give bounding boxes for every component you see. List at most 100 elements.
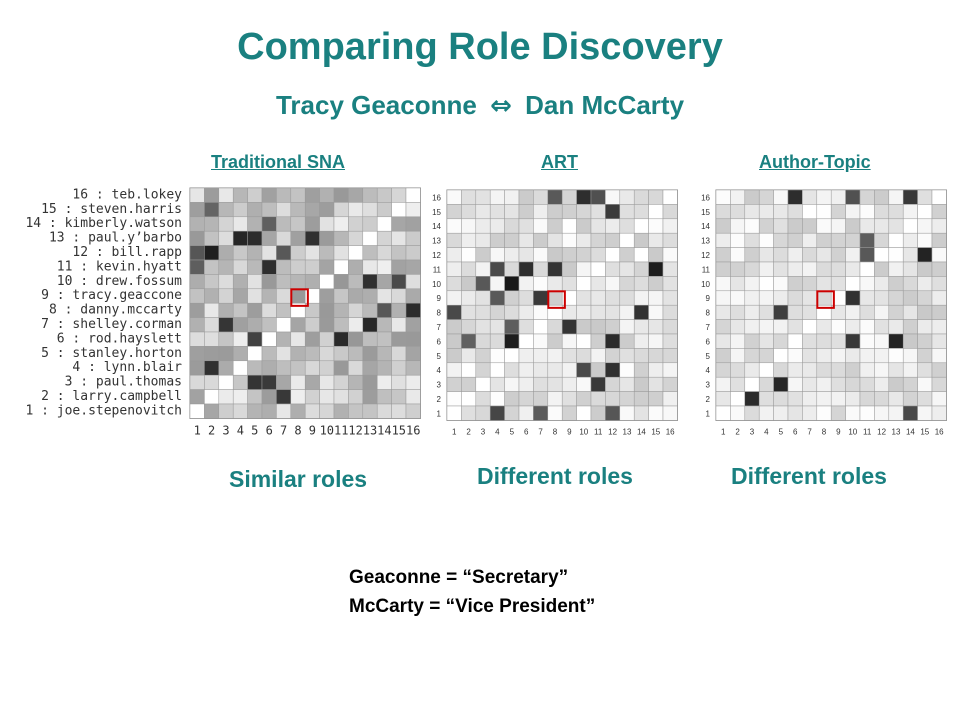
matrix-cell [931, 405, 947, 421]
matrix-cell [859, 204, 875, 220]
matrix-cell [304, 202, 320, 218]
matrix-cell [816, 348, 832, 364]
matrix-cell [931, 333, 947, 349]
matrix-cell [773, 348, 789, 364]
matrix-cell [874, 189, 890, 205]
matrix-cell [619, 391, 635, 407]
matrix-cell [874, 348, 890, 364]
column-label: 16 [406, 423, 420, 437]
column-label: 11 [334, 423, 348, 437]
matrix-cell [304, 360, 320, 376]
matrix-cell [391, 216, 407, 232]
matrix-cell [730, 333, 746, 349]
matrix-cell [333, 230, 349, 246]
column-label: 3 [750, 427, 755, 436]
matrix-cell [218, 202, 234, 218]
row-label: 8 [437, 309, 442, 318]
matrix-cell [830, 232, 846, 248]
matrix-cell [715, 218, 731, 234]
matrix-cell [290, 202, 306, 218]
matrix-cell [874, 304, 890, 320]
matrix-cell [290, 317, 306, 333]
matrix-cell [405, 317, 421, 333]
matrix-cell [902, 333, 918, 349]
matrix-cell [605, 261, 621, 277]
matrix-cell [845, 362, 861, 378]
matrix-cell [758, 290, 774, 306]
matrix-cell [744, 319, 760, 335]
matrix-cell [533, 362, 549, 378]
matrix-cell [662, 319, 678, 335]
matrix-cell [376, 403, 392, 419]
matrix-cell [874, 362, 890, 378]
matrix-cell [902, 319, 918, 335]
matrix-cell [561, 376, 577, 392]
matrix-cell [247, 317, 263, 333]
matrix-cell [461, 276, 477, 292]
heading-author-topic[interactable]: Author-Topic [759, 152, 871, 172]
column-label: 5 [251, 423, 258, 437]
matrix-cell [189, 259, 205, 275]
matrix-cell [902, 204, 918, 220]
matrix-cell [561, 261, 577, 277]
matrix-cell [461, 333, 477, 349]
note-geaconne-role: Geaconne = “Secretary” [349, 567, 569, 588]
matrix-cell [405, 302, 421, 318]
matrix-cell [715, 391, 731, 407]
matrix-cell [333, 288, 349, 304]
row-label: 4 [437, 366, 442, 375]
matrix-cell [730, 247, 746, 263]
matrix-cell [773, 391, 789, 407]
matrix-cell [590, 204, 606, 220]
matrix-cell [261, 360, 277, 376]
matrix-cell [917, 333, 933, 349]
heading-art[interactable]: ART [541, 152, 578, 172]
column-label: 12 [877, 427, 886, 436]
matrix-cell [504, 376, 520, 392]
matrix-cell [633, 362, 649, 378]
matrix-cell [590, 376, 606, 392]
matrix-cell [547, 232, 563, 248]
matrix-cell [461, 362, 477, 378]
row-label: 13 [432, 237, 441, 246]
matrix-cell [830, 218, 846, 234]
matrix-cell [773, 290, 789, 306]
matrix-cell [405, 230, 421, 246]
matrix-cell [504, 333, 520, 349]
matrix-cell [816, 376, 832, 392]
matrix-cell [744, 218, 760, 234]
matrix-cell [446, 204, 462, 220]
matrix-cell [533, 405, 549, 421]
matrix-cell [859, 391, 875, 407]
matrix-cell [461, 204, 477, 220]
matrix-cell [605, 232, 621, 248]
matrix-cell [504, 204, 520, 220]
matrix-cell [787, 276, 803, 292]
matrix-cell [304, 230, 320, 246]
matrix-cell [232, 274, 248, 290]
matrix-cell [518, 261, 534, 277]
matrix-cell [348, 288, 364, 304]
matrix-cell [276, 202, 292, 218]
matrix-cell [715, 247, 731, 263]
matrix-cell [319, 230, 335, 246]
matrix-cell [290, 288, 306, 304]
column-label: 1 [721, 427, 726, 436]
matrix-cell [489, 376, 505, 392]
matrix-cell [662, 232, 678, 248]
matrix-cell [576, 276, 592, 292]
matrix-cell [715, 304, 731, 320]
matrix-cell [304, 403, 320, 419]
matrix-cell [333, 187, 349, 203]
matrix-cell [744, 405, 760, 421]
matrix-cell [247, 360, 263, 376]
heading-traditional-sna[interactable]: Traditional SNA [211, 152, 346, 172]
matrix-cell [633, 319, 649, 335]
matrix-cell [405, 202, 421, 218]
matrix-cell [533, 247, 549, 263]
matrix-cell [461, 261, 477, 277]
matrix-cell [475, 189, 491, 205]
matrix-cell [845, 232, 861, 248]
matrix-cell [261, 374, 277, 390]
matrix-cell [290, 245, 306, 261]
